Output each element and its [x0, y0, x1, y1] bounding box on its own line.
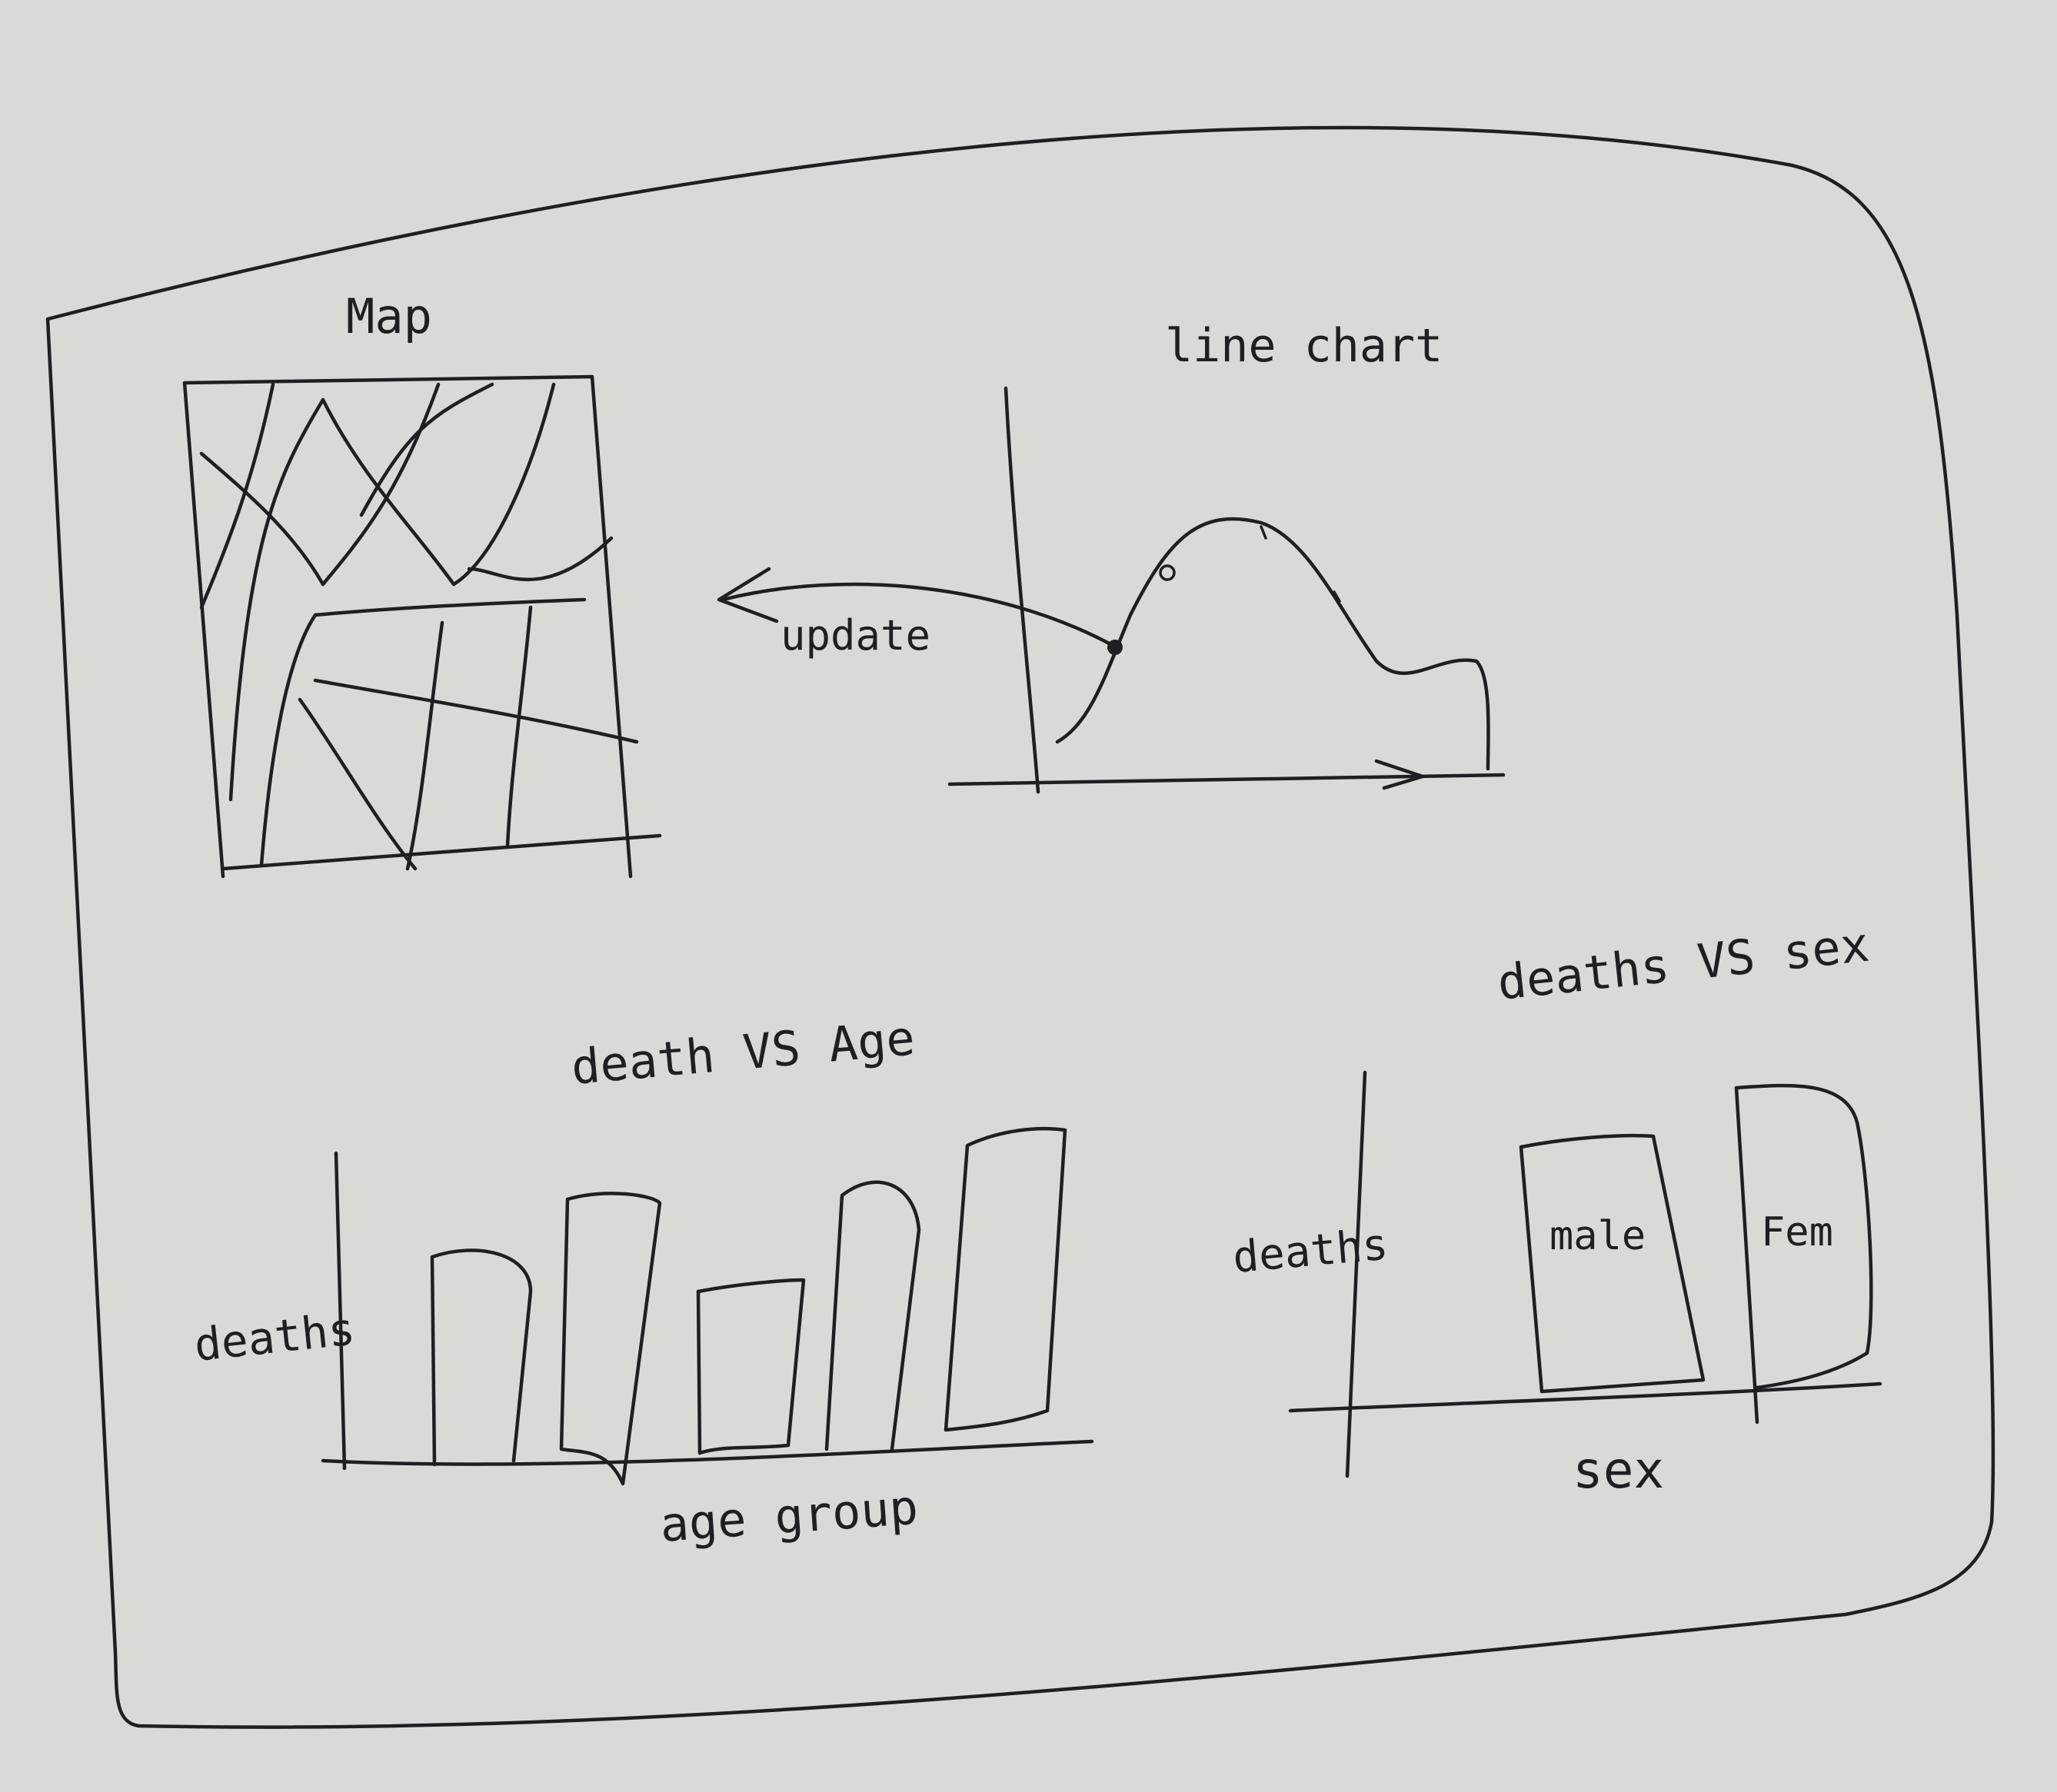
age-bar — [430, 1248, 533, 1467]
map-streets — [199, 382, 639, 871]
sex-panel: deaths VS sex deaths sex male Fem — [1231, 916, 1882, 1500]
line-chart-tick — [1260, 525, 1341, 603]
sex-panel-x-axis — [1288, 1381, 1882, 1413]
line-chart-panel: line chart — [947, 319, 1506, 794]
line-chart-arrowhead — [1374, 759, 1425, 790]
dashboard-frame — [45, 125, 1995, 1729]
update-label: update — [781, 611, 930, 660]
age-bar — [824, 1180, 921, 1451]
sex-bar-label: male — [1549, 1213, 1646, 1259]
map-title: Map — [346, 288, 432, 344]
age-bars — [430, 1126, 1067, 1486]
line-chart-point[interactable] — [1159, 564, 1176, 581]
sex-bar-female — [1734, 1083, 1873, 1425]
sex-panel-title: deaths VS sex — [1495, 916, 1872, 1011]
sex-bar-label: Fem — [1761, 1209, 1833, 1255]
age-panel: death VS Age deaths age group — [191, 1009, 1094, 1553]
age-panel-xlabel: age group — [658, 1479, 920, 1553]
line-chart-curve — [1055, 517, 1490, 771]
line-chart-title: line chart — [1165, 319, 1443, 373]
age-bar — [944, 1126, 1067, 1432]
line-chart-highlight-point[interactable] — [1107, 640, 1123, 655]
age-panel-title: death VS Age — [569, 1009, 917, 1095]
age-bar — [696, 1278, 806, 1455]
age-panel-y-axis — [334, 1151, 347, 1471]
update-arrow: update — [717, 567, 1116, 660]
sex-panel-xlabel: sex — [1573, 1441, 1664, 1500]
sex-bar-male — [1519, 1133, 1706, 1394]
line-chart-x-axis — [947, 773, 1506, 786]
line-chart-y-axis — [1004, 386, 1040, 794]
sex-panel-y-axis — [1345, 1070, 1367, 1478]
age-panel-x-axis — [321, 1439, 1094, 1466]
age-bar — [559, 1192, 662, 1486]
map-panel: Map — [182, 288, 662, 879]
sex-panel-ylabel: deaths — [1231, 1220, 1390, 1283]
age-panel-ylabel: deaths — [191, 1302, 357, 1371]
map-frame — [182, 374, 662, 879]
